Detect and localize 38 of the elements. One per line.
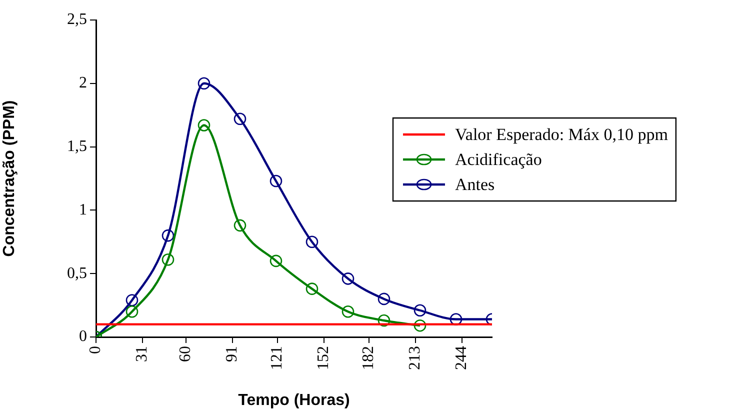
point — [414, 319, 426, 332]
legend-label: Acidificação — [455, 150, 542, 169]
point — [306, 236, 318, 248]
y-tick-label: 0 — [79, 328, 87, 346]
x-axis-title: Tempo (Horas) — [238, 392, 350, 409]
point — [234, 112, 246, 126]
point — [270, 254, 282, 268]
y-tick-label: 0,5 — [67, 264, 87, 282]
x-tick-label: 60 — [177, 346, 194, 362]
x-tick-label: 182 — [360, 346, 378, 370]
point — [162, 254, 174, 266]
x-tick-label: 31 — [134, 346, 151, 362]
y-tick-label: 2 — [79, 74, 87, 92]
point — [414, 304, 426, 317]
x-tick-label: 0 — [87, 346, 104, 354]
point — [378, 314, 390, 327]
x-tick-label: 213 — [406, 346, 424, 370]
x-tick-label: 121 — [268, 346, 286, 370]
x-tick-label: 244 — [453, 346, 470, 370]
point — [270, 174, 282, 188]
point — [126, 294, 138, 306]
x-tick-label: 91 — [224, 346, 241, 362]
point — [234, 219, 246, 232]
point — [342, 305, 354, 318]
point — [198, 77, 210, 90]
point — [306, 282, 318, 295]
point — [162, 229, 174, 242]
y-axis-title: Concentração (PPM) — [1, 100, 18, 257]
point — [198, 119, 210, 132]
legend-label: Antes — [455, 174, 495, 194]
y-tick-label: 2,5 — [67, 11, 87, 28]
point — [342, 272, 354, 285]
point — [126, 305, 138, 318]
point — [378, 292, 390, 306]
legend-label: Valor Esperado: Máx 0,10 ppm — [455, 124, 668, 144]
y-tick-label: 1,5 — [67, 138, 87, 156]
x-tick-label: 152 — [315, 346, 332, 370]
y-tick-label: 1 — [79, 201, 87, 218]
